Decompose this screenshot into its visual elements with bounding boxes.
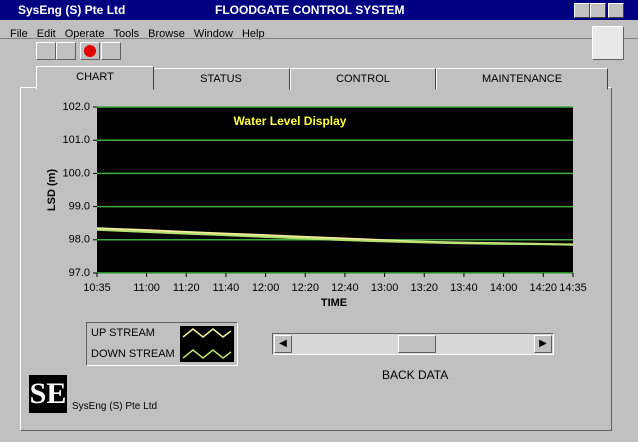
menu-item[interactable]: File [10,28,28,40]
chart-title: Water Level Display [234,114,347,128]
title-bar: SysEng (S) Pte Ltd FLOODGATE CONTROL SYS… [0,0,638,20]
tab[interactable]: CHART [36,66,154,90]
series-line [96,228,574,246]
company-logo: SE [29,375,67,413]
app-title: FLOODGATE CONTROL SYSTEM [215,3,405,17]
chart: 97.0 98.0 99.0 100.0 101.0 102.0 10:35 11:00 11:… [46,101,587,309]
y-tick-label: 97.0 [69,267,90,279]
scroll-right[interactable]: ▶ [534,335,552,353]
y-tick-label: 101.0 [62,134,90,146]
minimize-button[interactable] [574,3,590,18]
x-tick-label: 12:00 [252,282,280,294]
company-name: SysEng (S) Pte Ltd [72,401,158,412]
y-tick-label: 100.0 [62,167,90,179]
run-button[interactable] [36,42,56,60]
legend-label: DOWN STREAM [91,348,175,360]
x-tick-label: 14:00 [490,282,518,294]
legend-swatch [182,328,232,338]
y-tick-label: 99.0 [69,201,90,213]
y-tick-label: 102.0 [62,101,90,113]
menu-item[interactable]: Operate [64,28,105,40]
pause-button[interactable] [101,42,121,60]
scroll-thumb[interactable] [398,335,436,353]
menu-item[interactable]: Tools [113,28,140,40]
plot-area [97,107,573,273]
run-continuous-button[interactable] [56,42,76,60]
x-tick-label: 12:40 [331,282,359,294]
tab[interactable]: CONTROL [290,68,436,90]
window-title: SysEng (S) Pte Ltd [18,3,126,17]
x-tick-label: 14:35 [559,282,587,294]
x-tick-label: 13:40 [450,282,478,294]
tab[interactable]: STATUS [152,68,290,90]
scrollbar[interactable]: ◀ ▶ [272,333,554,355]
x-tick-label: 11:00 [133,282,160,294]
scroll-left[interactable]: ◀ [274,335,292,353]
abort-button[interactable] [80,42,100,60]
y-tick-label: 98.0 [69,234,90,246]
x-tick-label: 11:20 [173,282,200,294]
menu-item[interactable]: Help [241,28,265,40]
x-axis-label: TIME [321,297,347,309]
vi-icon [592,26,624,60]
menu-item[interactable]: Browse [148,28,185,40]
tab[interactable]: MAINTENANCE [436,68,608,90]
x-tick-label: 14:20 [529,282,557,294]
legend-svg: UP STREAM DOWN STREAM [91,326,234,362]
legend-swatch [182,349,232,359]
y-axis-label: LSD (m) [46,169,58,212]
legend-label: UP STREAM [91,327,155,339]
x-tick-label: 11:40 [213,282,240,294]
x-tick-label: 12:20 [291,282,319,294]
legend: UP STREAM DOWN STREAM [86,322,238,366]
x-tick-label: 13:00 [371,282,399,294]
x-tick-label: 13:20 [410,282,438,294]
maximize-button[interactable] [590,3,606,18]
menu-item[interactable]: Edit [36,28,56,40]
menu-item[interactable]: Window [193,28,233,40]
separator [0,38,638,39]
close-button[interactable] [608,3,624,18]
x-tick-label: 10:35 [83,282,111,294]
scrollbar-label: BACK DATA [382,368,449,382]
menu-bar: File Edit Operate Tools Browse Window Help [10,24,274,42]
